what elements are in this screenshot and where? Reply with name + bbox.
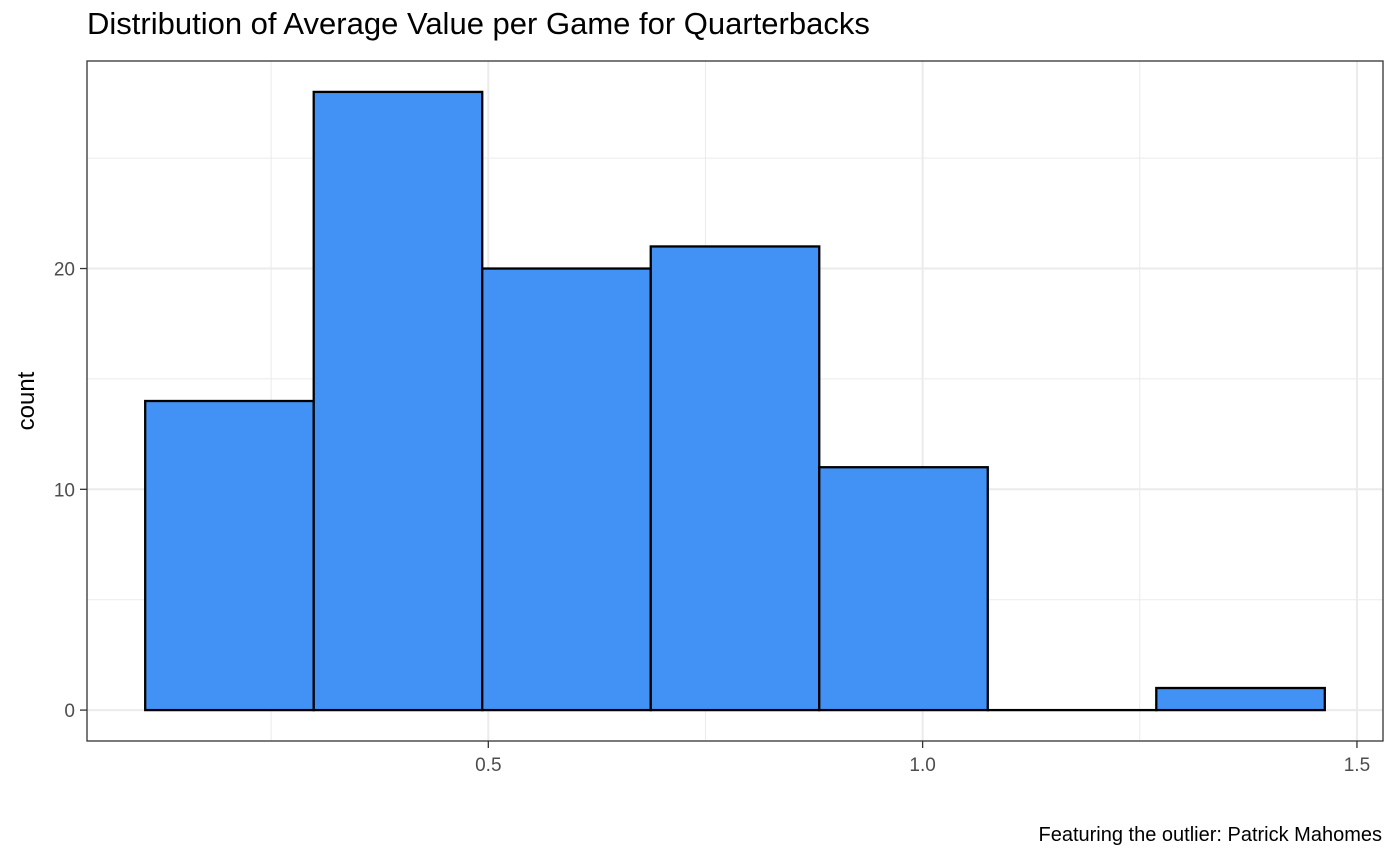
y-axis-title: count xyxy=(13,371,40,430)
histogram-bar xyxy=(649,245,821,712)
x-tick-label: 1.5 xyxy=(1344,755,1370,776)
x-tick-label: 0.5 xyxy=(475,755,501,776)
histogram-bar xyxy=(144,399,315,712)
histogram-bar xyxy=(818,466,989,712)
histogram-bar xyxy=(1155,686,1326,712)
y-tick-label: 0 xyxy=(64,701,75,722)
y-tick-label: 20 xyxy=(54,260,75,281)
histogram-bar xyxy=(481,267,652,712)
axes: 0.5 1.0 1.5 0 10 20 xyxy=(54,260,1370,776)
histogram-bars xyxy=(144,90,1326,712)
y-tick-label: 10 xyxy=(54,480,75,501)
chart-title: Distribution of Average Value per Game f… xyxy=(87,6,870,41)
histogram-bar xyxy=(312,90,484,712)
x-tick-label: 1.0 xyxy=(909,755,935,776)
chart-caption: Featuring the outlier: Patrick Mahomes xyxy=(1038,824,1383,846)
panel-border xyxy=(86,60,1384,742)
